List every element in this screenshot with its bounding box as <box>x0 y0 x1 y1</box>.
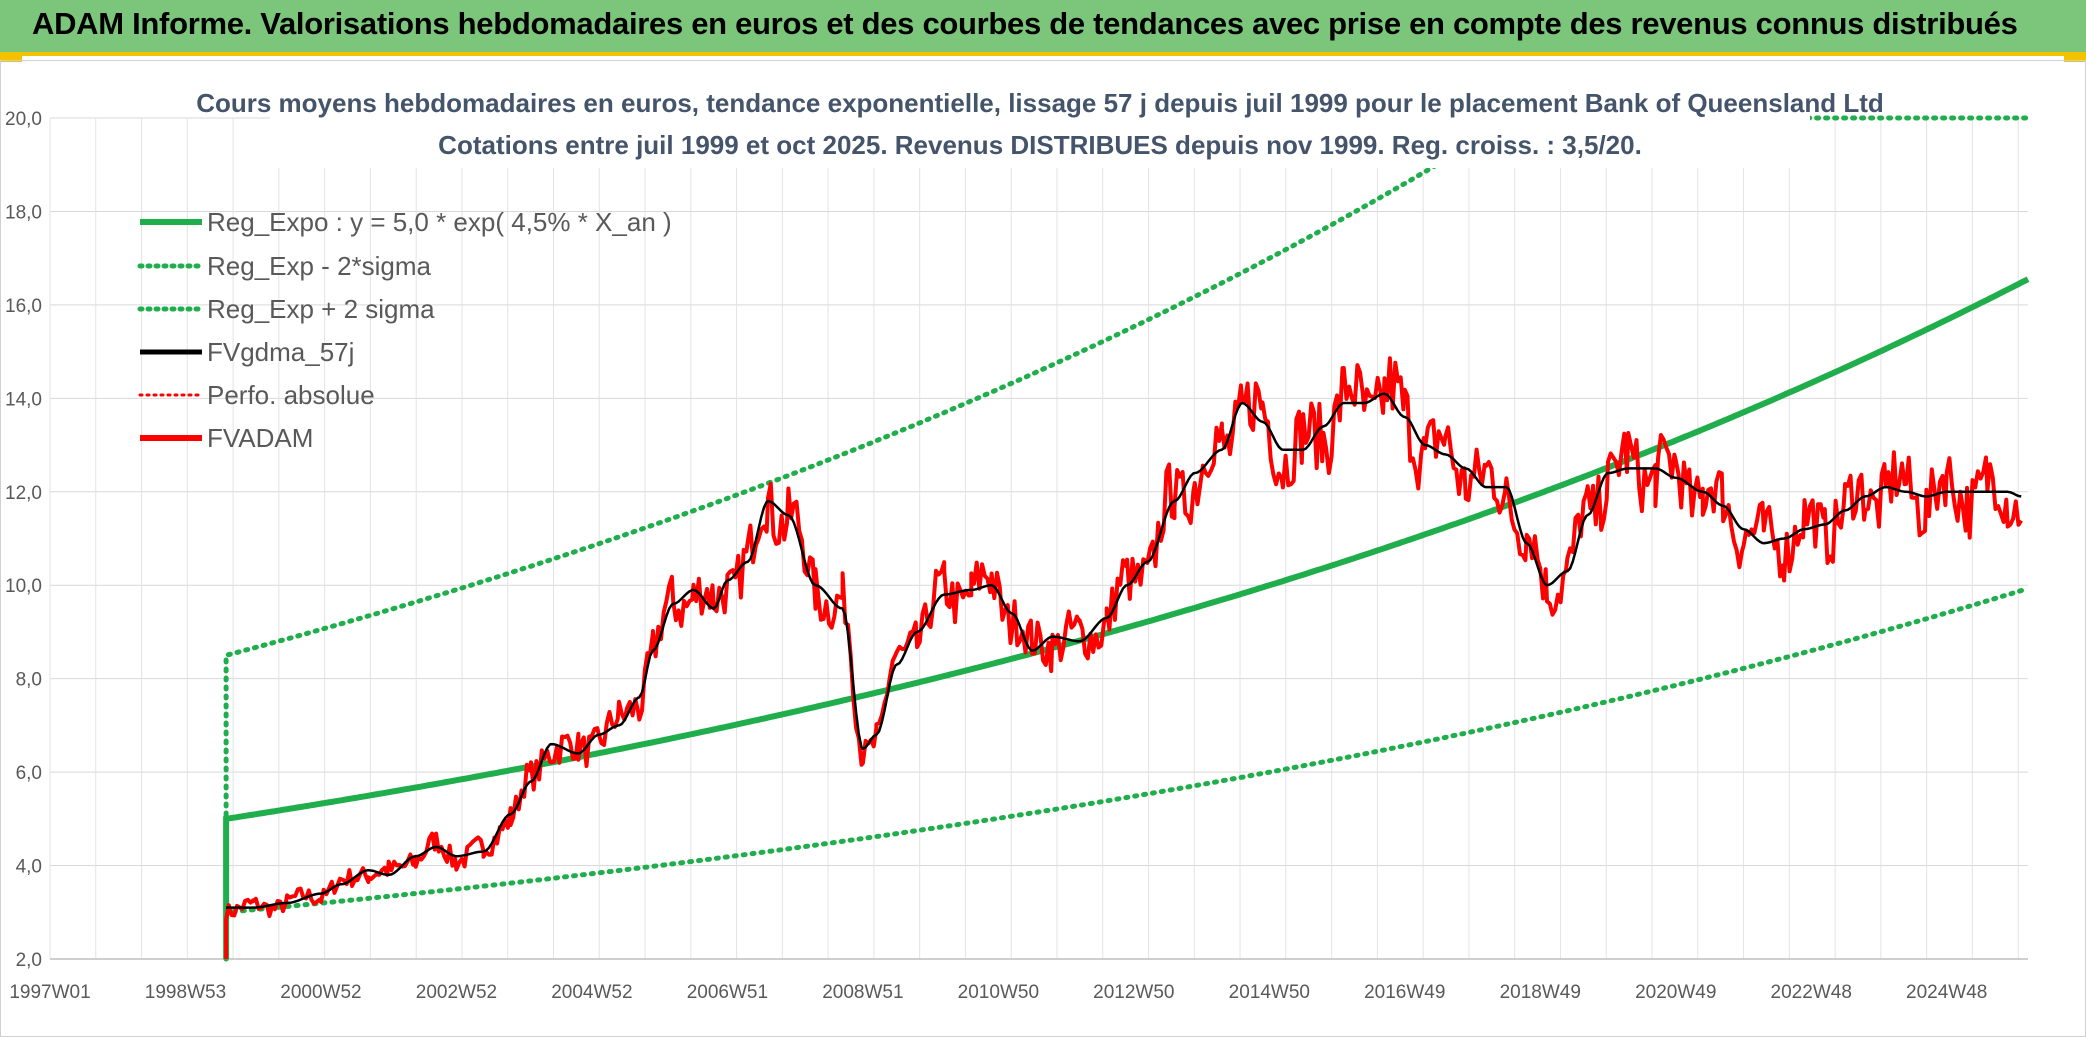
legend-item-reg-plus: Reg_Exp + 2 sigma <box>137 294 435 324</box>
legend-label-fvadam: FVADAM <box>207 423 313 453</box>
series-line-fvadam <box>224 356 2023 960</box>
title-backdrop <box>270 92 1810 168</box>
x-tick-label: 2008W51 <box>822 982 903 1003</box>
y-tick-label: 12,0 <box>5 483 42 504</box>
legend-item-perfo: Perfo. absolue <box>138 380 375 410</box>
chart-title: Cours moyens hebdomadaires en euros, ten… <box>196 88 1884 118</box>
corner-accent-left <box>0 56 22 62</box>
series-line-reg-expo <box>223 276 2030 960</box>
y-tick-label: 8,0 <box>16 670 42 691</box>
grid-lines <box>49 117 2028 960</box>
x-tick-label: 2020W49 <box>1635 982 1716 1003</box>
series-line-fvgdma <box>226 392 2022 909</box>
series-layer <box>223 115 2031 962</box>
x-tick-label: 2000W52 <box>280 982 361 1003</box>
y-tick-label: 20,0 <box>5 109 42 130</box>
y-tick-label: 18,0 <box>5 202 42 223</box>
x-axis-labels: 1997W01 1998W53 2000W52 2002W52 2004W52 2006W… <box>9 982 1987 1003</box>
legend-label-perfo: Perfo. absolue <box>207 380 375 410</box>
y-axis-labels: 2,0 4,0 6,0 8,0 10,0 12,0 14,0 16,0 18,0 20,0 <box>5 109 42 971</box>
title-banner: ADAM Informe. Valorisations hebdomadaire… <box>0 0 2086 56</box>
chart-subtitle: Cotations entre juil 1999 et oct 2025. R… <box>438 130 1642 160</box>
y-tick-label: 6,0 <box>16 763 42 784</box>
x-tick-label: 2022W48 <box>1771 982 1852 1003</box>
y-tick-label: 10,0 <box>5 576 42 597</box>
corner-accent-right <box>2064 56 2086 62</box>
y-tick-label: 2,0 <box>16 950 42 971</box>
legend-label-fvgdma: FVgdma_57j <box>207 337 354 367</box>
x-tick-label: 1997W01 <box>9 982 90 1003</box>
x-tick-label: 2002W52 <box>416 982 497 1003</box>
legend: Reg_Expo : y = 5,0 * exp( 4,5% * X_an ) … <box>137 207 672 453</box>
x-tick-label: 2018W49 <box>1500 982 1581 1003</box>
x-tick-label: 2014W50 <box>1229 982 1310 1003</box>
legend-label-reg-expo: Reg_Expo : y = 5,0 * exp( 4,5% * X_an ) <box>207 207 672 237</box>
banner-title: ADAM Informe. Valorisations hebdomadaire… <box>32 6 2018 41</box>
x-tick-label: 1998W53 <box>145 982 226 1003</box>
x-tick-label: 2010W50 <box>958 982 1039 1003</box>
x-tick-label: 2012W50 <box>1093 982 1174 1003</box>
legend-item-reg-expo: Reg_Expo : y = 5,0 * exp( 4,5% * X_an ) <box>140 207 672 237</box>
legend-item-reg-minus: Reg_Exp - 2*sigma <box>137 251 432 281</box>
series-line-reg-minus <box>223 586 2031 962</box>
legend-label-reg-minus: Reg_Exp - 2*sigma <box>207 251 432 281</box>
x-tick-label: 2004W52 <box>551 982 632 1003</box>
legend-item-fvgdma: FVgdma_57j <box>140 337 354 367</box>
legend-item-fvadam: FVADAM <box>140 423 313 453</box>
y-tick-label: 16,0 <box>5 296 42 317</box>
y-tick-label: 4,0 <box>16 857 42 878</box>
y-tick-label: 14,0 <box>5 389 42 410</box>
x-tick-label: 2024W48 <box>1906 982 1987 1003</box>
x-tick-label: 2016W49 <box>1364 982 1445 1003</box>
x-tick-label: 2006W51 <box>687 982 768 1003</box>
legend-label-reg-plus: Reg_Exp + 2 sigma <box>207 294 435 324</box>
